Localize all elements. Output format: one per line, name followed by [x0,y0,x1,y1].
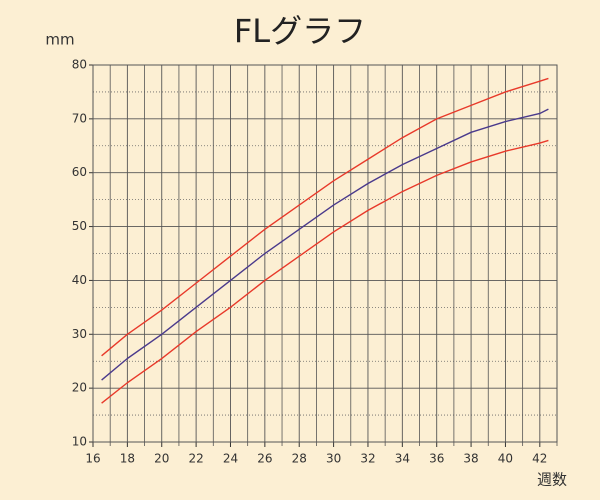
y-tick-label: 10 [72,435,87,449]
x-axis-label: 週数 [537,471,567,489]
x-tick-label: 16 [85,452,100,466]
y-tick-label: 80 [72,58,87,72]
x-tick-label: 38 [463,452,478,466]
x-tick-label: 28 [292,452,307,466]
y-tick-label: 30 [72,327,87,341]
x-tick-label: 36 [429,452,444,466]
x-tick-label: 20 [154,452,169,466]
x-tick-label: 42 [532,452,547,466]
y-axis-label: mm [45,31,74,49]
x-tick-label: 30 [326,452,341,466]
y-tick-label: 50 [72,219,87,233]
x-tick-label: 40 [498,452,513,466]
y-tick-label: 20 [72,381,87,395]
x-tick-label: 26 [257,452,272,466]
series-line [101,108,549,381]
y-tick-label: 40 [72,273,87,287]
series-line [101,77,549,357]
x-tick-label: 34 [395,452,410,466]
x-tick-label: 24 [223,452,238,466]
series-line [101,139,549,404]
x-tick-label: 22 [188,452,203,466]
plot-frame [92,64,558,443]
x-tick-label: 18 [120,452,135,466]
chart-title: FLグラフ [234,12,366,50]
y-tick-label: 70 [72,111,87,125]
x-tick-label: 32 [360,452,375,466]
y-tick-label: 60 [72,165,87,179]
